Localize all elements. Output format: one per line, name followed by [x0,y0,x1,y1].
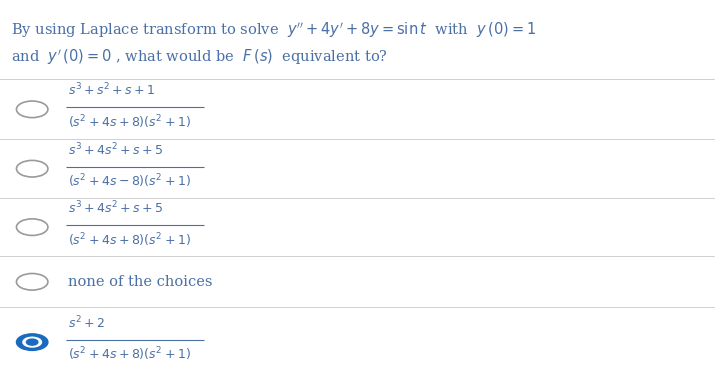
Text: $s^2+2$: $s^2+2$ [68,315,105,332]
Text: $s^3+s^2+s+1$: $s^3+s^2+s+1$ [68,82,155,99]
Text: none of the choices: none of the choices [68,275,212,289]
Text: $(s^2+4s+8)(s^2+1)$: $(s^2+4s+8)(s^2+1)$ [68,346,191,363]
Text: $(s^2+4s-8)(s^2+1)$: $(s^2+4s-8)(s^2+1)$ [68,173,191,190]
Text: and  $y'\,(0) = 0$ , what would be  $F\,(s)$  equivalent to?: and $y'\,(0) = 0$ , what would be $F\,(s… [11,47,388,67]
Circle shape [26,339,38,345]
Text: $s^3+4s^2+s+5$: $s^3+4s^2+s+5$ [68,141,163,158]
Text: $(s^2+4s+8)(s^2+1)$: $(s^2+4s+8)(s^2+1)$ [68,231,191,248]
Text: $(s^2+4s+8)(s^2+1)$: $(s^2+4s+8)(s^2+1)$ [68,113,191,131]
Circle shape [23,337,41,347]
Text: $s^3+4s^2+s+5$: $s^3+4s^2+s+5$ [68,200,163,216]
Circle shape [16,334,48,351]
Text: By using Laplace transform to solve  $y'' + 4y' + 8y = \sin t$  with  $y\,(0) = : By using Laplace transform to solve $y''… [11,21,536,40]
